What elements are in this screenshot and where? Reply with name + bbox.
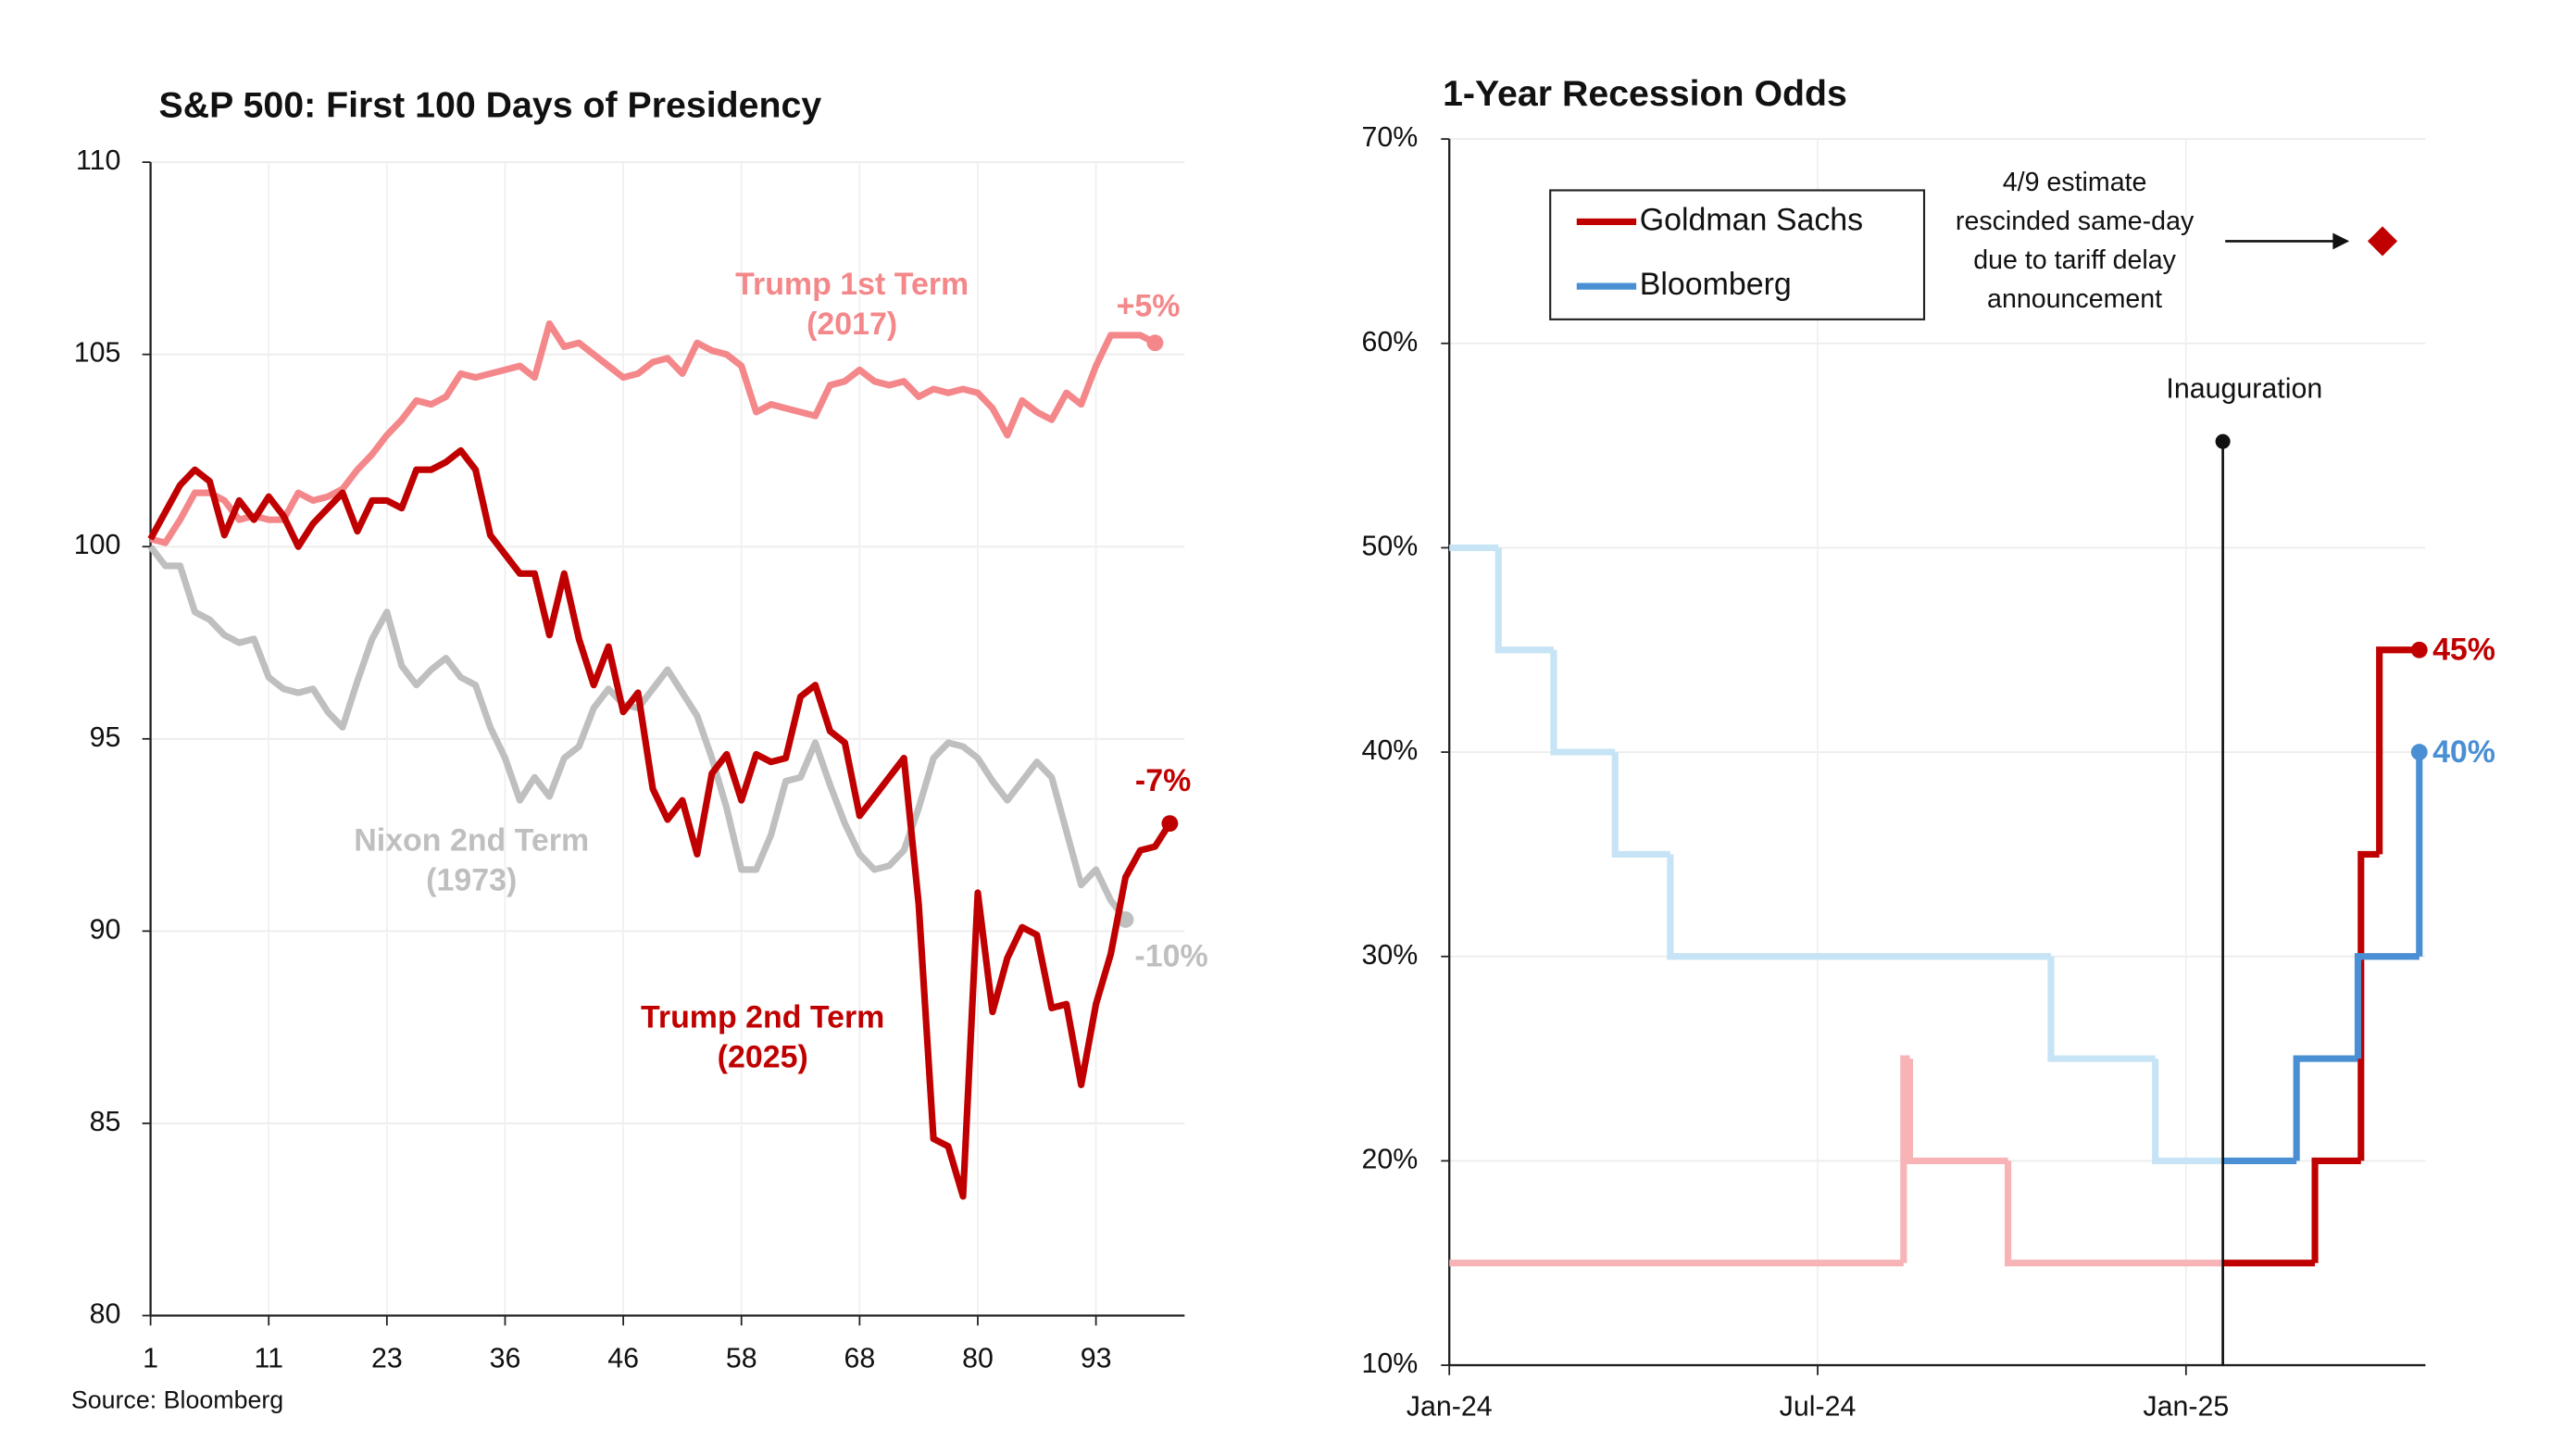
y-tick-label: 110 bbox=[76, 145, 120, 176]
x-tick-label: 23 bbox=[371, 1344, 403, 1374]
step-segment bbox=[2354, 953, 2420, 1060]
end-label: -7% bbox=[1135, 763, 1191, 798]
y-tick-label: 10% bbox=[1361, 1348, 1418, 1379]
end-point bbox=[1146, 334, 1164, 352]
end-point bbox=[2410, 641, 2428, 658]
step-segment bbox=[1611, 752, 1670, 858]
legend-label: Bloomberg bbox=[1640, 267, 1792, 302]
x-tick-label: Jan-24 bbox=[1407, 1392, 1493, 1423]
y-tick-label: 95 bbox=[90, 722, 121, 753]
x-tick-label: 46 bbox=[607, 1344, 639, 1374]
y-tick-label: 60% bbox=[1361, 327, 1418, 357]
x-tick-label: 80 bbox=[962, 1344, 994, 1374]
y-tick-label: 40% bbox=[1361, 735, 1418, 766]
x-tick-label: 58 bbox=[726, 1344, 757, 1374]
end-point bbox=[2410, 744, 2428, 761]
y-tick-label: 100 bbox=[74, 530, 121, 560]
arrow-head bbox=[2332, 232, 2350, 250]
y-tick-label: 20% bbox=[1361, 1144, 1418, 1174]
x-tick-label: 68 bbox=[844, 1344, 875, 1374]
series-line bbox=[147, 545, 1129, 922]
series-period: (1973) bbox=[426, 862, 517, 897]
annotation-text: 4/9 estimate bbox=[2003, 168, 2147, 197]
source: Source: Bloomberg bbox=[71, 1386, 283, 1413]
end-label: +5% bbox=[1117, 288, 1181, 323]
step-segment bbox=[1667, 854, 2051, 960]
y-tick-label: 90 bbox=[90, 914, 121, 945]
chart-title: 1-Year Recession Odds bbox=[1443, 73, 1847, 114]
step-segment bbox=[2357, 850, 2380, 1161]
end-point bbox=[1161, 815, 1179, 833]
series-label: Nixon 2nd Term bbox=[354, 822, 589, 858]
series-line bbox=[147, 446, 1173, 1200]
y-tick-label: 80 bbox=[90, 1299, 121, 1330]
series-period: (2017) bbox=[807, 307, 897, 342]
end-label: 40% bbox=[2432, 734, 2495, 770]
event-label: Inauguration bbox=[2166, 373, 2322, 404]
estimate-marker bbox=[2367, 226, 2398, 257]
y-tick-label: 50% bbox=[1361, 531, 1418, 561]
step-segment bbox=[2004, 1160, 2223, 1267]
annotation-text: due to tariff delay bbox=[1973, 245, 2176, 275]
end-label: 45% bbox=[2432, 633, 2495, 668]
step-segment bbox=[2293, 1055, 2358, 1161]
step-segment bbox=[2376, 646, 2420, 855]
x-tick-label: Jul-24 bbox=[1780, 1392, 1857, 1423]
y-tick-label: 30% bbox=[1361, 940, 1418, 971]
legend-label: Goldman Sachs bbox=[1640, 202, 1863, 237]
x-tick-label: 36 bbox=[490, 1344, 521, 1374]
legend-box bbox=[1549, 189, 1926, 320]
step-segment bbox=[2047, 956, 2156, 1062]
y-tick-label: 105 bbox=[74, 338, 121, 369]
series-period: (2025) bbox=[718, 1040, 808, 1075]
x-tick-label: 1 bbox=[143, 1344, 158, 1374]
step-segment bbox=[1494, 547, 1554, 654]
x-tick-label: Jan-25 bbox=[2143, 1392, 2229, 1423]
chart-title: S&P 500: First 100 Days of Presidency bbox=[159, 85, 822, 126]
series-line bbox=[149, 320, 1157, 546]
annotation-text: announcement bbox=[1987, 284, 2162, 314]
step-segment bbox=[1550, 649, 1616, 756]
series-label: Trump 2nd Term bbox=[641, 1000, 884, 1035]
event-dot bbox=[2215, 433, 2231, 449]
annotation-text: rescinded same-day bbox=[1956, 207, 2195, 236]
step-segment bbox=[2152, 1059, 2223, 1164]
y-tick-label: 85 bbox=[90, 1107, 121, 1137]
end-label: -10% bbox=[1134, 939, 1207, 974]
step-segment bbox=[1906, 1059, 2008, 1164]
series-label: Trump 1st Term bbox=[735, 267, 969, 302]
y-tick-label: 70% bbox=[1361, 122, 1418, 153]
step-segment bbox=[2311, 1157, 2361, 1263]
x-tick-label: 11 bbox=[254, 1344, 283, 1374]
x-tick-label: 93 bbox=[1081, 1344, 1112, 1374]
